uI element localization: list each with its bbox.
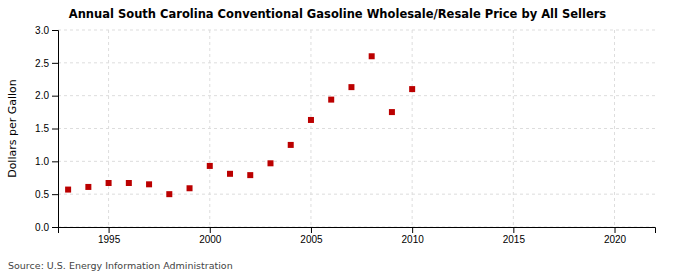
tick-mark [52, 194, 58, 195]
tick-mark [311, 227, 312, 233]
tick-label: 1.0 [35, 156, 49, 167]
point [389, 109, 395, 115]
tick-label: 2010 [402, 234, 425, 245]
grid-line [58, 30, 655, 31]
y-axis: 0.0 0.5 1.0 1.5 2.0 2.5 3.0 [35, 25, 58, 233]
tick: 2015 [503, 227, 526, 245]
axis-line [59, 228, 656, 234]
point [187, 185, 193, 191]
tick: 1.5 [35, 123, 58, 134]
tick: 2005 [300, 227, 323, 245]
point [146, 181, 152, 187]
chart: 1995 2000 2005 2010 2015 2020 0.0 0.5 1.0 1.5 2.0 2… [0, 0, 675, 275]
point [409, 86, 415, 92]
grid-line [58, 95, 655, 96]
grid-line [58, 161, 655, 162]
point [65, 187, 71, 193]
tick-mark [52, 63, 58, 64]
point [369, 53, 375, 59]
tick-label: 3.0 [35, 25, 49, 36]
grid [58, 30, 655, 227]
tick: 1.0 [35, 156, 58, 167]
point [106, 180, 112, 186]
grid-line [58, 194, 655, 195]
point [267, 160, 273, 166]
plot: 1995 2000 2005 2010 2015 2020 0.0 0.5 1.0 1.5 2.0 2… [35, 25, 655, 245]
grid-line [58, 62, 655, 63]
x-axis: 1995 2000 2005 2010 2015 2020 [59, 227, 656, 245]
point [85, 184, 91, 190]
point [328, 97, 334, 103]
tick: 1995 [98, 227, 121, 245]
tick: 2020 [604, 227, 627, 245]
tick-label: 2.5 [35, 58, 49, 69]
point [308, 117, 314, 123]
point [348, 84, 354, 90]
tick-label: 2015 [503, 234, 526, 245]
tick: 0.5 [35, 189, 58, 200]
title: Annual South Carolina Conventional Gasol… [69, 7, 607, 21]
tick-label: 2005 [300, 234, 323, 245]
tick-label: 2.0 [35, 90, 49, 101]
point [227, 171, 233, 177]
tick-mark [52, 227, 58, 228]
tick-mark [52, 30, 58, 31]
point [247, 172, 253, 178]
tick-mark [412, 227, 413, 233]
tick-mark [52, 96, 58, 97]
point [288, 142, 294, 148]
points [65, 53, 415, 197]
tick: 2.5 [35, 58, 58, 69]
tick-mark [52, 129, 58, 130]
tick-mark [52, 161, 58, 162]
tick-mark [109, 227, 110, 233]
y-axis-label: Dollars per Gallon [6, 79, 19, 178]
grid-line [614, 30, 615, 227]
tick-label: 2020 [604, 234, 627, 245]
axis-line [52, 31, 59, 228]
tick-mark [615, 227, 616, 233]
tick-label: 1995 [98, 234, 121, 245]
tick-mark [513, 227, 514, 233]
tick: 2.0 [35, 90, 58, 101]
tick: 3.0 [35, 25, 58, 36]
tick: 2010 [402, 227, 425, 245]
point [207, 163, 213, 169]
point [126, 180, 132, 186]
tick: 2000 [199, 227, 222, 245]
tick: 0.0 [35, 222, 58, 233]
annotation: Source: U.S. Energy Information Administ… [8, 260, 233, 271]
tick-label: 2000 [199, 234, 222, 245]
tick-label: 0.0 [35, 222, 49, 233]
tick-label: 1.5 [35, 123, 49, 134]
grid-line [58, 128, 655, 129]
point [166, 191, 172, 197]
grid-line [513, 30, 514, 227]
tick-mark [210, 227, 211, 233]
tick-label: 0.5 [35, 189, 49, 200]
